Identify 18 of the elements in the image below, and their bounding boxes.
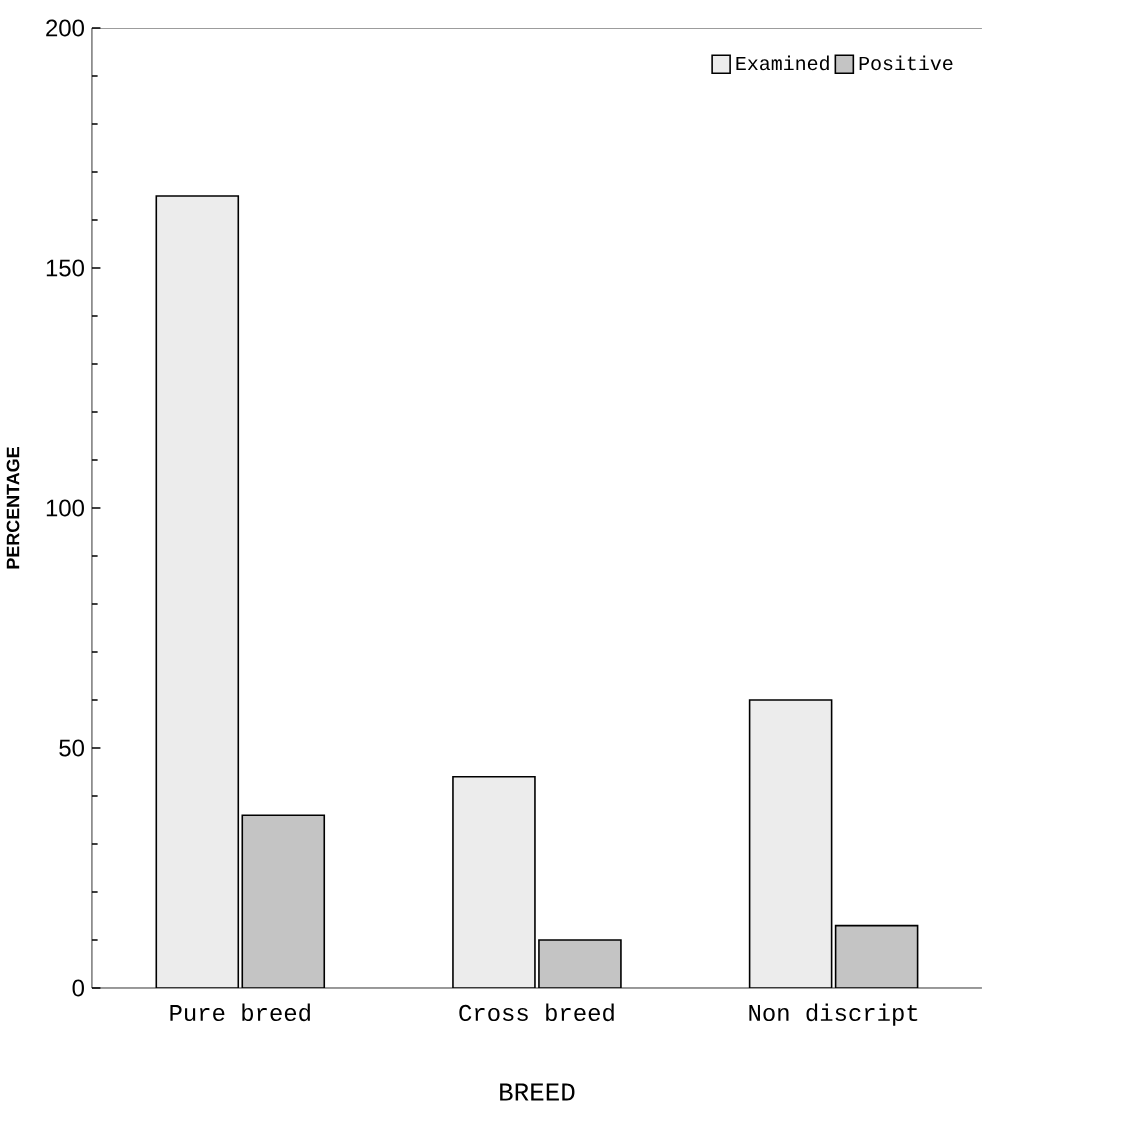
x-tick-label: Pure breed [170, 1003, 310, 1022]
y-tick-label: 200 [46, 19, 84, 37]
y-tick-label: 100 [46, 499, 84, 517]
y-tick-label: 50 [59, 739, 84, 757]
bar [748, 699, 833, 988]
x-axis-title: BREED [500, 1083, 575, 1101]
y-tick-label: 0 [72, 979, 84, 997]
bar [834, 924, 919, 988]
x-tick-label: Non discript [749, 1003, 918, 1026]
bar [155, 195, 239, 988]
bar [538, 939, 622, 988]
legend-label: Positive [859, 55, 953, 71]
y-tick-label: 150 [46, 259, 84, 277]
bar [241, 814, 325, 988]
y-axis-title: PERCENTAGE [6, 447, 20, 569]
x-tick-label: Cross breed [459, 1003, 614, 1022]
bar [452, 775, 536, 988]
legend-label: Examined [736, 55, 829, 71]
